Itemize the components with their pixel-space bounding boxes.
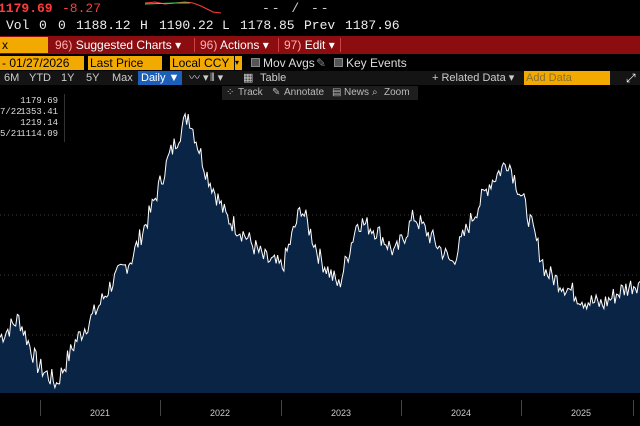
chart-type-icon[interactable]: 〰 ▾ — [189, 72, 209, 84]
chart-controls: - 01/27/2026 Last Price Local CCY ▾ Mov … — [0, 56, 640, 70]
x-tick — [281, 400, 282, 416]
frequency-select[interactable]: Daily ▼ — [138, 71, 183, 85]
actions-num: 96) — [200, 38, 218, 52]
prev-value: 1187.96 — [345, 18, 400, 33]
prev-label: Prev — [304, 18, 336, 33]
period-ytd[interactable]: YTD — [29, 72, 51, 84]
chart-toolbar: ⁘ Track ✎ Annotate ▤ News ⌕ Zoom — [222, 86, 418, 100]
zoom-button[interactable]: Zoom — [384, 87, 410, 98]
mov-avgs-label[interactable]: Mov Avgs — [263, 56, 315, 70]
x-tick-label: 2021 — [90, 408, 111, 418]
suggested-charts-menu[interactable]: 96) Suggested Charts ▾ — [55, 37, 181, 53]
legend-key: 7/22 — [0, 107, 22, 117]
edit-label: Edit ▾ — [304, 38, 335, 52]
bid-ask: -- / -- — [262, 1, 331, 16]
function-bar: x 96) Suggested Charts ▾ 96) Actions ▾ 9… — [0, 36, 640, 54]
track-icon[interactable]: ⁘ — [226, 87, 235, 98]
high-label: H — [140, 18, 148, 33]
intraday-sparkline — [145, 1, 222, 14]
x-tick-label: 2022 — [210, 408, 231, 418]
period-5y[interactable]: 5Y — [86, 72, 100, 84]
x-tick — [160, 400, 161, 416]
high-value: 1190.22 — [159, 18, 214, 33]
bar-style-icon[interactable]: ⫴ ▾ — [210, 72, 224, 84]
x-tick — [40, 400, 41, 416]
x-axis: 2021 2022 2023 2024 2025 — [0, 400, 640, 426]
related-data-button[interactable]: + Related Data ▾ — [432, 72, 515, 84]
period-bar: 6M YTD 1Y 5Y Max Daily ▼ 〰 ▾ ⫴ ▾ ▦ Table… — [0, 71, 640, 85]
price-chart[interactable] — [0, 100, 640, 400]
expand-icon[interactable]: ⤢ — [626, 71, 636, 85]
key-events-checkbox[interactable] — [334, 58, 343, 67]
x-tick — [633, 400, 634, 416]
x-tick — [401, 400, 402, 416]
vol-value: 0 — [39, 18, 47, 33]
legend-value: 1353.41 — [20, 107, 58, 117]
annotate-icon[interactable]: ✎ — [272, 87, 281, 98]
open-value: 1188.12 — [76, 18, 131, 33]
mov-avgs-checkbox[interactable] — [251, 58, 260, 67]
x-tick-label: 2024 — [451, 408, 472, 418]
x-tick-label: 2025 — [571, 408, 592, 418]
zoom-icon[interactable]: ⌕ — [372, 87, 378, 98]
annotate-button[interactable]: Annotate — [284, 87, 325, 98]
ohlc-row: Vol 0 0 1188.12 H 1190.22 L 1178.85 Prev… — [0, 18, 640, 34]
vol-label: Vol — [6, 18, 30, 33]
legend-key: 5/21 — [0, 129, 22, 139]
suggested-charts-num: 96) — [55, 38, 73, 52]
legend-box: 1179.69 7/22 1353.41 1219.14 5/21 1114.0… — [0, 94, 65, 142]
suggested-charts-label: Suggested Charts ▾ — [75, 38, 182, 52]
currency-dropdown-icon[interactable]: ▾ — [235, 56, 242, 70]
pencil-icon[interactable]: ✎ — [316, 56, 327, 70]
add-data-input[interactable]: Add Data — [524, 71, 610, 85]
actions-label: Actions ▾ — [220, 38, 269, 52]
price-area — [0, 113, 640, 394]
track-button[interactable]: Track — [238, 87, 263, 98]
currency-select[interactable]: Local CCY — [170, 56, 234, 70]
period-6m[interactable]: 6M — [4, 72, 20, 84]
table-button[interactable]: Table — [260, 72, 287, 84]
security-field[interactable]: x — [0, 37, 48, 53]
price-change: -8.27 — [62, 1, 102, 16]
key-events-label[interactable]: Key Events — [346, 56, 407, 70]
news-button[interactable]: News — [344, 87, 370, 98]
x-tick-label: 2023 — [331, 408, 352, 418]
price-field-select[interactable]: Last Price — [88, 56, 162, 70]
low-value: 1178.85 — [240, 18, 295, 33]
actions-menu[interactable]: 96) Actions ▾ — [200, 37, 269, 53]
legend-value: 1179.69 — [20, 96, 58, 106]
news-icon[interactable]: ▤ — [332, 87, 342, 98]
x-tick — [521, 400, 522, 416]
last-price: 1179.69 — [0, 1, 53, 16]
open-label: 0 — [58, 18, 66, 33]
period-max[interactable]: Max — [112, 72, 133, 84]
quote-header: 1179.69 -8.27 -- / -- — [0, 0, 640, 16]
edit-num: 97) — [284, 38, 302, 52]
legend-value: 1219.14 — [20, 118, 58, 128]
low-label: L — [222, 18, 230, 33]
legend-value: 1114.09 — [20, 129, 58, 139]
table-icon[interactable]: ▦ — [243, 72, 254, 84]
price-line — [0, 112, 640, 390]
period-1y[interactable]: 1Y — [61, 72, 75, 84]
edit-menu[interactable]: 97) Edit ▾ — [284, 37, 335, 53]
date-field[interactable]: - 01/27/2026 — [0, 56, 84, 70]
